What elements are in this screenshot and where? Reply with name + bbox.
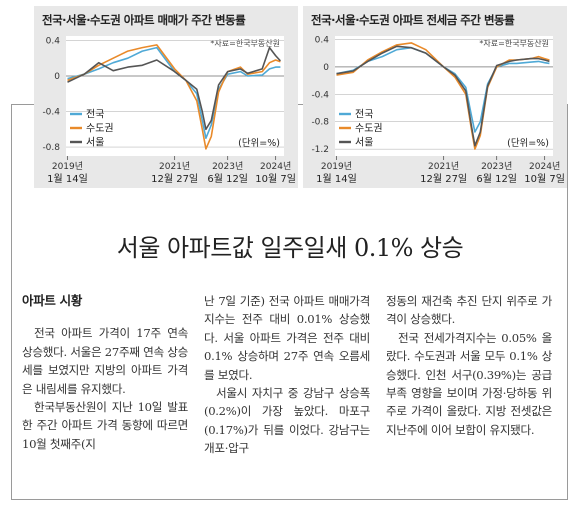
chart-jeonse-svg: 전국·서울·수도권 아파트 전세금 주간 변동률 *자료=한국부동산원 0.4 0 -0… <box>311 13 565 185</box>
y-tick-label: -0.8 <box>311 118 329 128</box>
chart-source: *자료=한국부동산원 <box>479 38 549 48</box>
section-head: 아파트 시황 <box>22 293 83 308</box>
y-tick-label: -0.4 <box>42 108 60 118</box>
x-tick-year: 2019년 <box>52 161 83 172</box>
y-tick-label: 0.4 <box>315 35 330 45</box>
legend-label: 서울 <box>355 137 373 149</box>
headline: 서울 아파트값 일주일새 0.1% 상승 <box>116 234 464 262</box>
chart-title: 전국·서울·수도권 아파트 전세금 주간 변동률 <box>311 13 515 27</box>
x-tick-year: 2024년 <box>260 161 291 172</box>
plot-area <box>66 36 284 156</box>
y-tick-label: -0.4 <box>311 90 329 100</box>
series-line-전국 <box>67 46 281 139</box>
paragraph: 서울시 자치구 중 강남구 상승폭(0.2%)이 가장 높았다. 마포구(0.1… <box>204 386 370 456</box>
x-tick-date: 1월 14일 <box>47 173 88 185</box>
x-tick-date: 10월 7일 <box>524 173 565 185</box>
paragraph: 난 7일 기준) 전국 아파트 매매가격지수는 전주 대비 0.01% 상승했다… <box>204 294 370 382</box>
legend-label: 수도권 <box>355 123 383 135</box>
y-tick-label: 0 <box>54 72 60 82</box>
y-tick-label: -0.8 <box>42 143 60 153</box>
x-tick-year: 2021년 <box>159 161 190 172</box>
article-column-1: 아파트 시황 전국 아파트 가격이 17주 연속 상승했다. 서울은 27주째 … <box>22 292 188 453</box>
plot-area <box>335 36 553 156</box>
y-tick-label: 0 <box>323 63 329 73</box>
legend-label: 수도권 <box>86 123 114 135</box>
x-tick-date: 12월 27일 <box>151 173 198 185</box>
series-line-서울 <box>336 45 550 147</box>
series-line-전국 <box>336 46 550 133</box>
legend-label: 전국 <box>355 109 373 121</box>
y-tick-label: -1.2 <box>311 145 329 155</box>
legend-label: 서울 <box>86 137 104 149</box>
x-tick-year: 2021년 <box>428 161 459 172</box>
legend-label: 전국 <box>86 109 104 121</box>
chart-sale-price: 전국·서울·수도권 아파트 매매가 주간 변동률 *자료=한국부동산원 0.4 0 -0… <box>34 6 298 188</box>
x-tick-date: 6월 12일 <box>207 173 248 185</box>
paragraph: 한국부동산원이 지난 10일 발표한 주간 아파트 가격 동향에 따르면 10월… <box>22 400 188 451</box>
x-tick-date: 10월 7일 <box>255 173 296 185</box>
chart-jeonse: 전국·서울·수도권 아파트 전세금 주간 변동률 *자료=한국부동산원 0.4 0 -0… <box>303 6 567 188</box>
article-column-3: 정동의 재건축 추진 단지 위주로 가격이 상승했다. 전국 전세가격지수는 0… <box>386 292 552 439</box>
paragraph: 전국 아파트 가격이 17주 연속 상승했다. 서울은 27주째 연속 상승세를… <box>22 326 188 396</box>
x-tick-date: 12월 27일 <box>420 173 467 185</box>
x-tick-year: 2023년 <box>212 161 243 172</box>
chart-title: 전국·서울·수도권 아파트 매매가 주간 변동률 <box>42 13 246 27</box>
x-tick-year: 2024년 <box>529 161 560 172</box>
x-tick-date: 1월 14일 <box>316 173 357 185</box>
paragraph: 전국 전세가격지수는 0.05% 올랐다. 수도권과 서울 모두 0.1% 상승… <box>386 330 552 437</box>
y-tick-label: 0.4 <box>46 36 61 46</box>
unit-label: (단위=%) <box>507 137 549 149</box>
x-tick-year: 2023년 <box>481 161 512 172</box>
x-tick-date: 6월 12일 <box>476 173 517 185</box>
paragraph: 정동의 재건축 추진 단지 위주로 가격이 상승했다. <box>386 294 552 327</box>
series-line-수도권 <box>67 44 281 150</box>
x-tick-year: 2019년 <box>321 161 352 172</box>
series-line-서울 <box>67 46 281 131</box>
article-column-2: 난 7일 기준) 전국 아파트 매매가격지수는 전주 대비 0.01% 상승했다… <box>204 292 370 458</box>
chart-source: *자료=한국부동산원 <box>210 38 280 48</box>
chart-sale-price-svg: 전국·서울·수도권 아파트 매매가 주간 변동률 *자료=한국부동산원 0.4 0 -0… <box>42 13 296 185</box>
unit-label: (단위=%) <box>238 137 280 149</box>
